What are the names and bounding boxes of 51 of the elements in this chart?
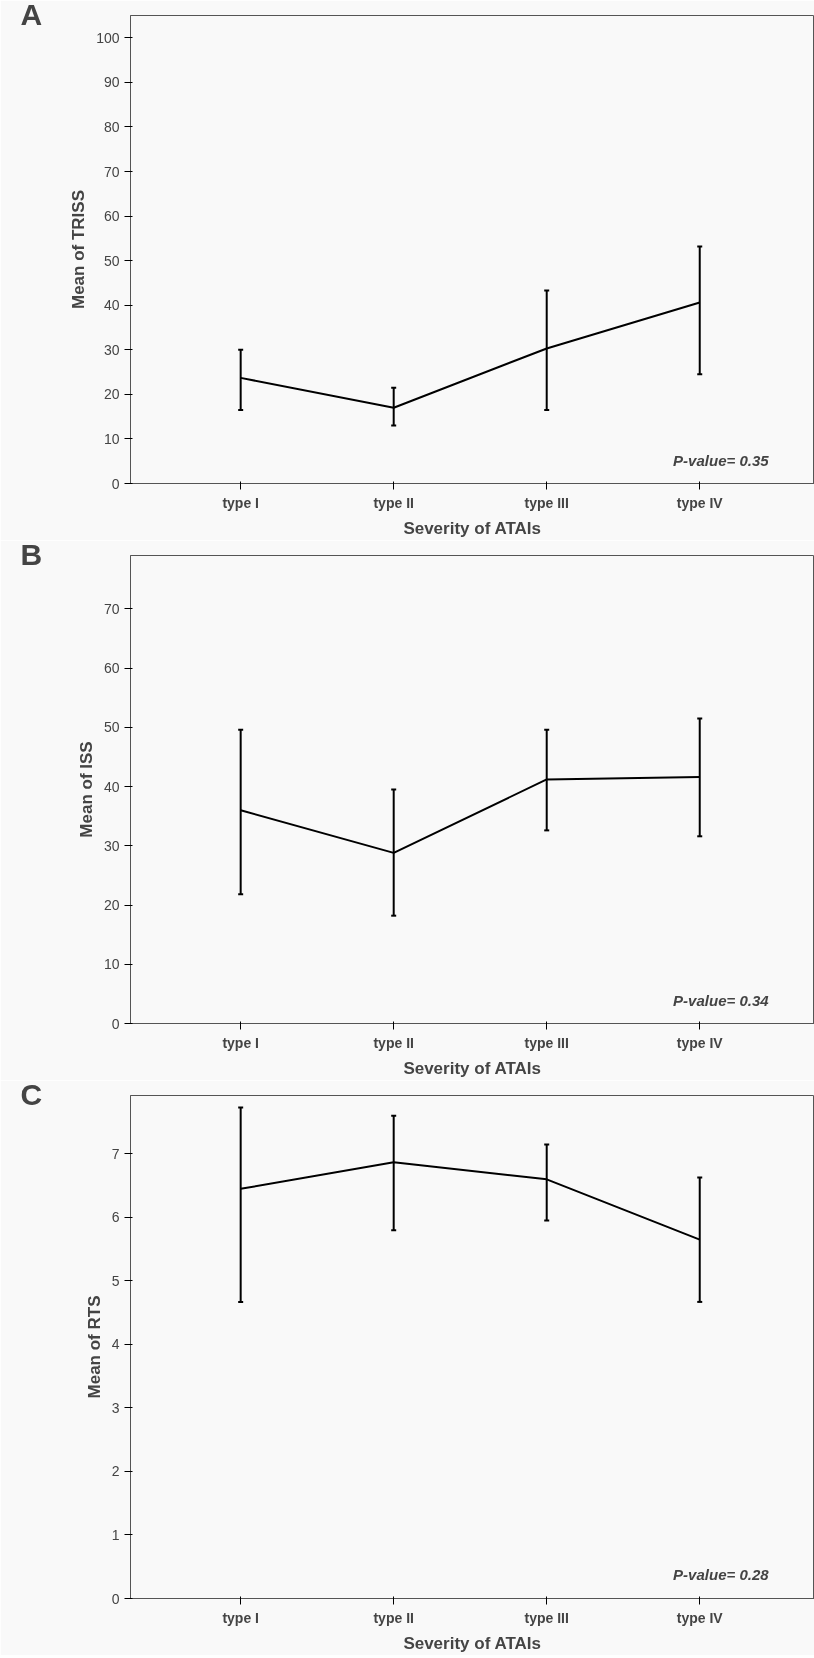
y-axis-title: Mean of ISS xyxy=(76,741,96,838)
chart-title: C xyxy=(20,1077,43,1111)
x-axis-title: Severity of ATAIs xyxy=(403,1633,541,1653)
x-tick-label: type II xyxy=(373,1034,414,1051)
x-tick-label: type I xyxy=(222,1034,259,1051)
chart-title: B xyxy=(20,537,43,571)
x-tick-label: type I xyxy=(222,1609,259,1626)
y-tick-label: 50 xyxy=(103,252,120,269)
y-tick-label: 10 xyxy=(103,430,120,447)
y-tick-label: 0 xyxy=(111,475,120,492)
x-tick-label: type II xyxy=(373,494,414,511)
y-tick-label: 6 xyxy=(111,1209,120,1226)
x-tick-label: type IV xyxy=(676,1609,724,1626)
y-tick-label: 3 xyxy=(111,1399,120,1416)
y-tick-label: 60 xyxy=(103,208,120,225)
y-tick-label: 20 xyxy=(103,897,120,914)
y-axis-title: Mean of RTS xyxy=(84,1295,104,1399)
y-tick-label: 4 xyxy=(111,1336,120,1353)
y-tick-label: 60 xyxy=(103,660,120,677)
x-tick-label: type IV xyxy=(676,1034,724,1051)
y-tick-label: 40 xyxy=(103,297,120,314)
y-axis-title: Mean of TRISS xyxy=(69,189,89,309)
y-tick-label: 70 xyxy=(103,600,120,617)
annotation: P-value= 0.28 xyxy=(673,1566,770,1584)
chart-title: A xyxy=(20,0,43,31)
y-tick-label: 7 xyxy=(111,1145,120,1162)
y-tick-label: 40 xyxy=(103,778,120,795)
x-axis-title: Severity of ATAIs xyxy=(403,1058,541,1078)
y-tick-label: 10 xyxy=(103,956,120,973)
annotation: P-value= 0.35 xyxy=(673,452,770,470)
x-tick-label: type IV xyxy=(676,494,724,511)
x-tick-label: type III xyxy=(524,1034,569,1051)
y-tick-label: 0 xyxy=(111,1590,120,1607)
y-tick-label: 50 xyxy=(103,719,120,736)
y-tick-label: 70 xyxy=(103,163,120,180)
y-tick-label: 20 xyxy=(103,386,120,403)
x-tick-label: type III xyxy=(524,1609,569,1626)
x-tick-label: type III xyxy=(524,494,569,511)
y-tick-label: 80 xyxy=(103,118,120,135)
annotation: P-value= 0.34 xyxy=(673,992,770,1010)
y-tick-label: 30 xyxy=(103,341,120,358)
y-tick-label: 2 xyxy=(111,1463,120,1480)
y-tick-label: 1 xyxy=(111,1526,120,1543)
x-axis-title: Severity of ATAIs xyxy=(403,518,541,538)
y-tick-label: 30 xyxy=(103,837,120,854)
y-tick-label: 100 xyxy=(96,29,120,46)
x-tick-label: type II xyxy=(373,1609,414,1626)
y-tick-label: 0 xyxy=(111,1015,120,1032)
y-tick-label: 5 xyxy=(111,1272,120,1289)
y-tick-label: 90 xyxy=(103,74,120,91)
x-tick-label: type I xyxy=(222,494,259,511)
